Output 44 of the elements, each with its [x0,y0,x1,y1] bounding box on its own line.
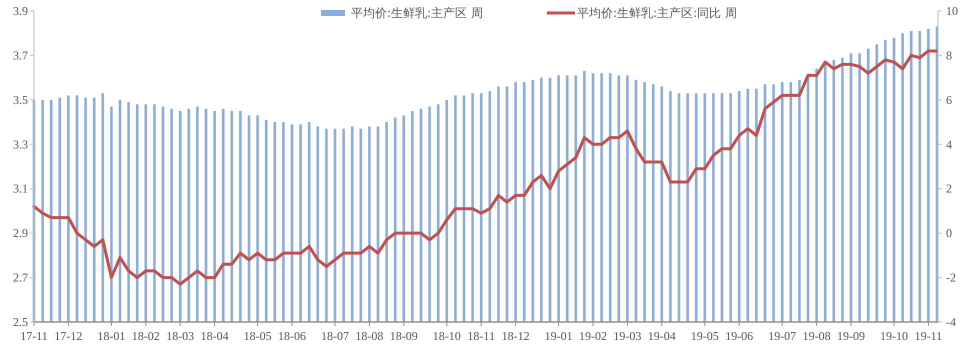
x-tick-label: 18-08 [355,329,384,343]
x-tick-label: 19-08 [802,329,831,343]
x-tick-label: 19-07 [768,329,796,343]
x-tick-label: 19-01 [544,329,573,343]
y-tick-label: 2.5 [13,315,28,329]
y2-tick-label: 0 [946,226,952,240]
y-tick-label: 3.3 [13,137,28,152]
y-tick-label: 2.7 [13,270,28,285]
x-tick-label: 19-05 [690,329,719,343]
x-tick-label: 19-04 [648,329,676,343]
y2-tick-label: 4 [946,137,952,152]
x-tick-label: 18-01 [97,329,126,343]
x-tick-label: 18-05 [244,329,272,343]
line-series [32,49,938,286]
y2-tick-label: 10 [946,4,958,18]
y2-tick-label: -4 [946,315,956,329]
x-tick-label: 18-02 [132,329,160,343]
y2-tick-label: 2 [946,182,952,196]
x-tick-label: 18-03 [166,329,194,343]
y-tick-label: 3.7 [13,48,28,62]
x-tick-label: 19-09 [837,329,865,343]
y-tick-label: 2.9 [13,226,28,240]
x-tick-label: 19-06 [725,329,754,343]
x-tick-label: 18-11 [467,329,495,343]
x-tick-label: 18-06 [278,329,306,343]
y2-tick-label: -2 [946,270,956,285]
x-tick-label: 19-03 [613,329,642,343]
x-tick-label: 18-10 [432,329,461,343]
legend-label: 平均价:生鲜乳:主产区 周 [351,6,483,20]
legend-label: 平均价:生鲜乳:主产区:同比 周 [577,6,737,20]
y-tick-label: 3.1 [13,182,28,196]
y-tick-label: 3.5 [13,92,28,107]
x-tick-label: 19-02 [579,329,607,343]
x-tick-label: 19-11 [914,329,942,343]
y-tick-label: 3.9 [13,4,28,18]
x-tick-label: 18-07 [321,329,349,343]
x-tick-label: 17-11 [20,329,48,343]
x-tick-label: 17-12 [54,329,82,343]
y2-tick-label: 6 [946,92,952,107]
y2-tick-label: 8 [946,48,952,62]
x-tick-label: 18-09 [390,329,418,343]
x-tick-label: 18-12 [502,329,530,343]
x-tick-label: 18-04 [200,329,229,343]
x-tick-label: 19-10 [880,329,908,343]
